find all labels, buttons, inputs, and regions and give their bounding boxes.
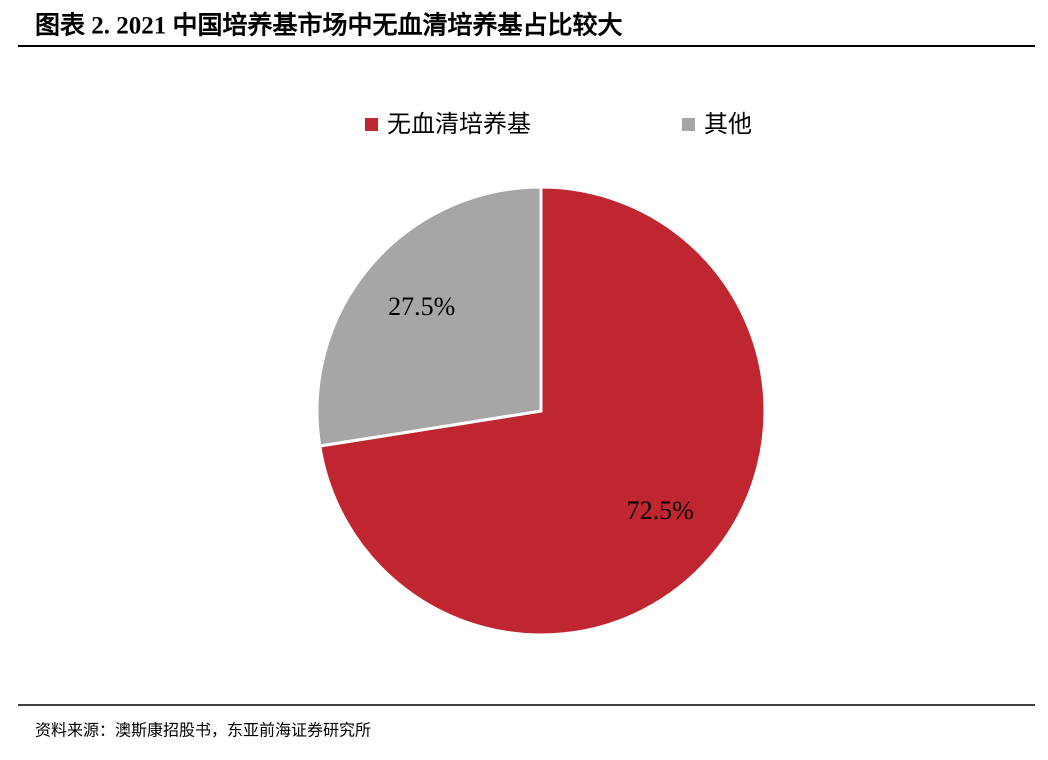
source: 资料来源：澳斯康招股书，东亚前海证券研究所 xyxy=(35,721,371,740)
data-label: 72.5% xyxy=(627,496,694,525)
legend-swatch xyxy=(365,118,378,131)
legend-label: 无血清培养基 xyxy=(387,110,531,138)
legend-swatch xyxy=(682,118,695,131)
legend-label: 其他 xyxy=(704,110,752,138)
chart-title: 图表 2. 2021 中国培养基市场中无血清培养基占比较大 xyxy=(35,11,623,40)
pie-slice xyxy=(315,185,543,448)
data-label: 27.5% xyxy=(388,292,455,321)
